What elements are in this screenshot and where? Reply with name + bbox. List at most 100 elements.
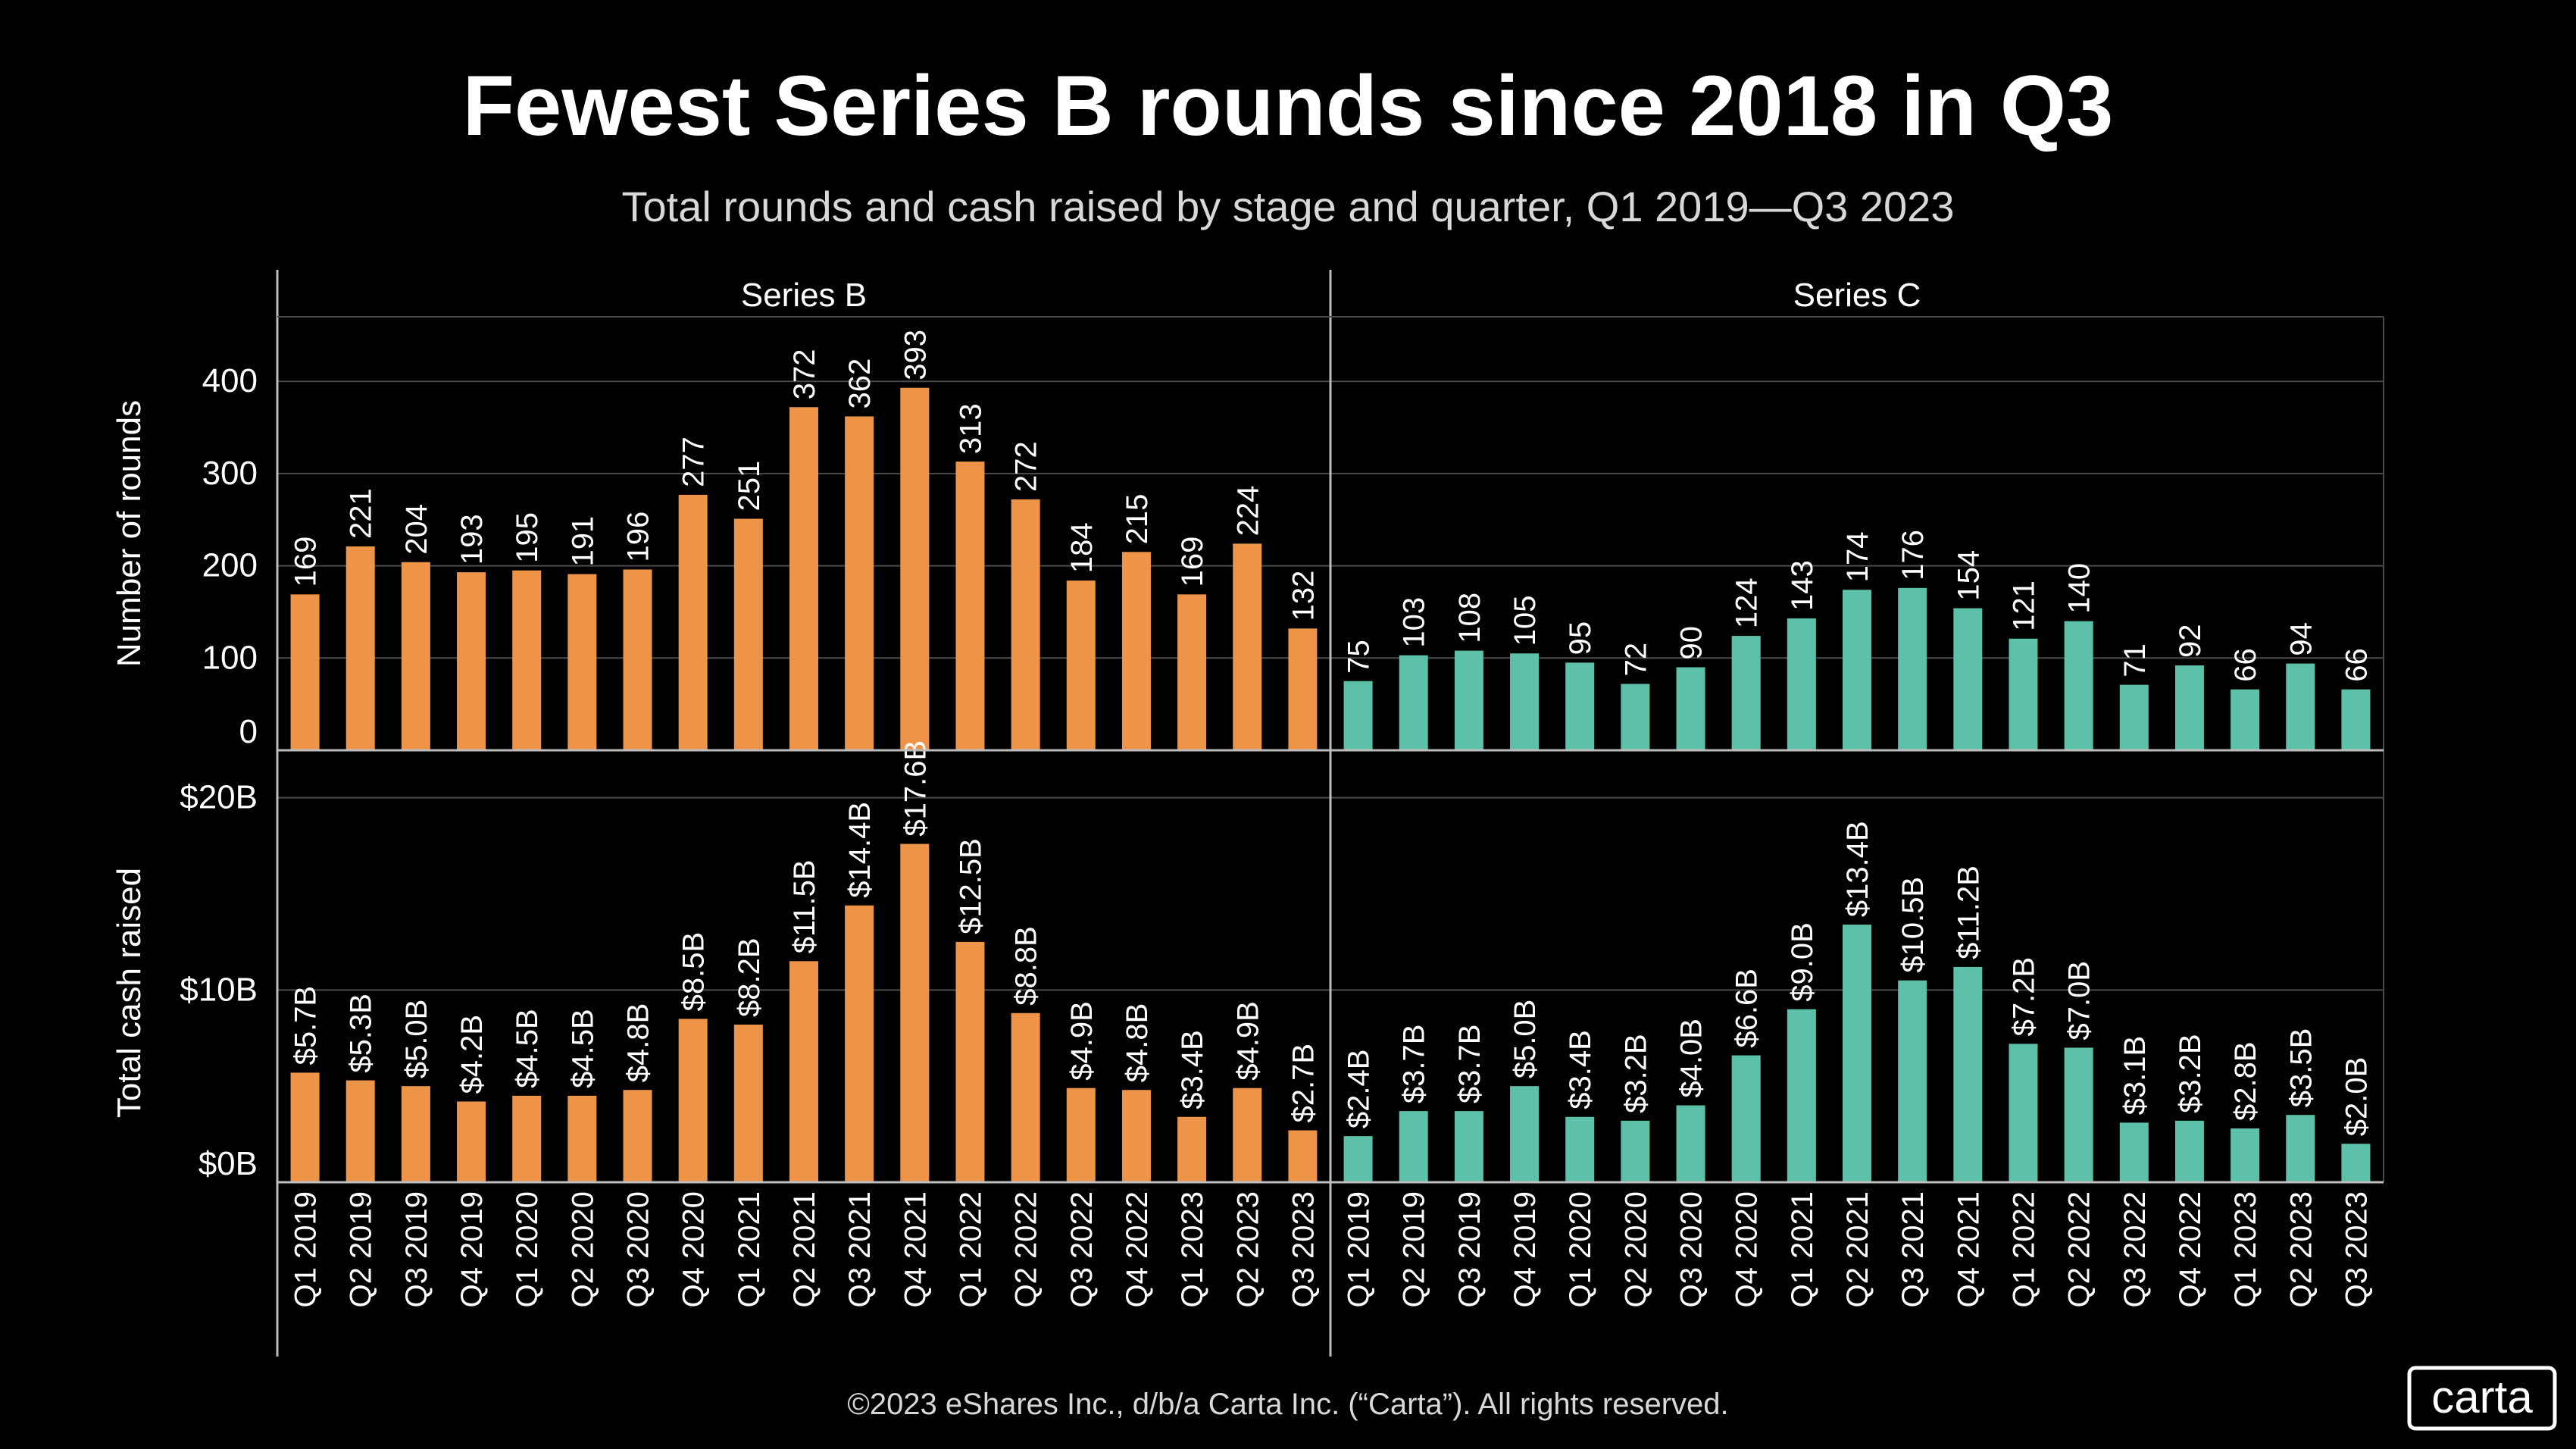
- y-tick-label: $10B: [180, 971, 258, 1008]
- bar: [1177, 594, 1207, 750]
- bar: [1510, 1086, 1540, 1182]
- bar: [1843, 590, 1871, 750]
- x-tick-label: Q2 2019: [1398, 1191, 1431, 1307]
- bar: [1731, 1055, 1761, 1182]
- x-tick-label: Q4 2019: [455, 1191, 489, 1307]
- data-label: 277: [677, 437, 711, 487]
- data-label: $17.6B: [899, 740, 932, 837]
- bar: [623, 1090, 652, 1182]
- y-tick-label: $20B: [180, 779, 258, 816]
- bar: [1565, 662, 1595, 750]
- data-label: 108: [1453, 593, 1487, 643]
- data-label: $2.4B: [1343, 1050, 1376, 1129]
- data-label: $6.6B: [1730, 969, 1764, 1048]
- bar: [2341, 1144, 2371, 1182]
- data-label: $4.9B: [1231, 1001, 1265, 1081]
- bar: [900, 387, 930, 750]
- x-tick-label: Q1 2023: [2229, 1191, 2262, 1307]
- bar: [401, 1086, 430, 1182]
- data-label: $4.9B: [1065, 1001, 1099, 1081]
- data-label: $4.2B: [455, 1015, 489, 1094]
- bar: [1898, 587, 1927, 750]
- data-label: $7.2B: [2007, 957, 2040, 1037]
- data-label: $11.5B: [788, 859, 821, 953]
- bar: [290, 1072, 320, 1182]
- bar: [2286, 1115, 2315, 1182]
- y-axis-title: Total cash raised: [111, 868, 148, 1118]
- data-label: 174: [1841, 531, 1874, 582]
- data-label: 224: [1231, 486, 1265, 537]
- bar: [290, 594, 320, 750]
- x-tick-label: Q3 2020: [622, 1191, 655, 1307]
- x-tick-label: Q1 2021: [1786, 1191, 1819, 1307]
- bar: [1843, 925, 1871, 1182]
- bar: [1676, 667, 1705, 750]
- data-label: $5.0B: [400, 1000, 433, 1079]
- x-tick-label: Q2 2020: [566, 1191, 599, 1307]
- data-label: $9.0B: [1786, 922, 1819, 1002]
- data-label: 105: [1508, 595, 1542, 646]
- x-tick-label: Q1 2022: [954, 1191, 987, 1307]
- carta-logo-text: carta: [2431, 1372, 2533, 1422]
- bar: [2064, 1047, 2093, 1182]
- bar: [1343, 1136, 1373, 1182]
- data-label: $3.4B: [1176, 1030, 1209, 1109]
- bar: [401, 562, 430, 750]
- bar: [789, 961, 818, 1182]
- bar: [1177, 1116, 1207, 1182]
- bar: [1787, 1009, 1816, 1182]
- x-tick-label: Q4 2021: [1952, 1191, 1985, 1307]
- bar: [1621, 684, 1650, 750]
- data-label: 169: [289, 537, 323, 587]
- data-label: 215: [1121, 494, 1154, 545]
- y-tick-label: 400: [202, 362, 258, 399]
- x-tick-label: Q2 2023: [2284, 1191, 2318, 1307]
- data-label: 71: [2118, 643, 2152, 678]
- x-tick-label: Q4 2019: [1508, 1191, 1542, 1307]
- bar: [733, 1025, 763, 1182]
- bar: [845, 905, 874, 1182]
- x-tick-label: Q3 2021: [843, 1191, 877, 1307]
- bar: [1676, 1105, 1705, 1182]
- bar: [1121, 552, 1151, 750]
- plot-area: Series B Series C 0 100 200 300 400 Number of r…: [111, 270, 2384, 1357]
- data-label: $12.5B: [954, 838, 987, 934]
- bar: [1454, 650, 1483, 750]
- data-label: 143: [1786, 560, 1819, 611]
- bar: [2231, 689, 2260, 750]
- bar: [845, 416, 874, 750]
- bar: [1066, 581, 1096, 750]
- x-tick-label: Q1 2022: [2007, 1191, 2040, 1307]
- x-tick-label: Q1 2021: [733, 1191, 766, 1307]
- data-label: 121: [2007, 581, 2040, 631]
- data-label: $8.5B: [677, 932, 711, 1012]
- data-label: 72: [1619, 643, 1652, 677]
- data-label: $14.4B: [843, 802, 877, 898]
- bar: [2009, 638, 2038, 750]
- data-label: $3.4B: [1564, 1030, 1597, 1109]
- data-label: 251: [733, 461, 766, 512]
- data-label: $3.1B: [2118, 1036, 2152, 1116]
- data-label: 191: [566, 516, 599, 567]
- data-label: $4.5B: [511, 1009, 544, 1088]
- data-label: $2.0B: [2340, 1057, 2373, 1137]
- data-label: 66: [2229, 648, 2262, 682]
- bar: [457, 1101, 486, 1182]
- data-label: 204: [400, 504, 433, 555]
- panel-header: Series C: [1793, 277, 1921, 314]
- bar: [512, 1095, 542, 1182]
- x-tick-label: Q1 2023: [1176, 1191, 1209, 1307]
- bar: [1011, 1012, 1040, 1182]
- data-label: 372: [788, 349, 821, 400]
- bar: [345, 546, 375, 750]
- data-label: $8.8B: [1010, 926, 1043, 1006]
- bar: [955, 462, 985, 750]
- data-label: 362: [843, 358, 877, 409]
- data-label: $4.0B: [1675, 1019, 1708, 1098]
- bar: [1233, 1088, 1262, 1182]
- x-tick-label: Q1 2020: [1564, 1191, 1597, 1307]
- data-label: $2.7B: [1286, 1044, 1320, 1123]
- data-label: $3.2B: [2174, 1034, 2207, 1113]
- bar: [1898, 980, 1927, 1182]
- bar: [1787, 618, 1816, 750]
